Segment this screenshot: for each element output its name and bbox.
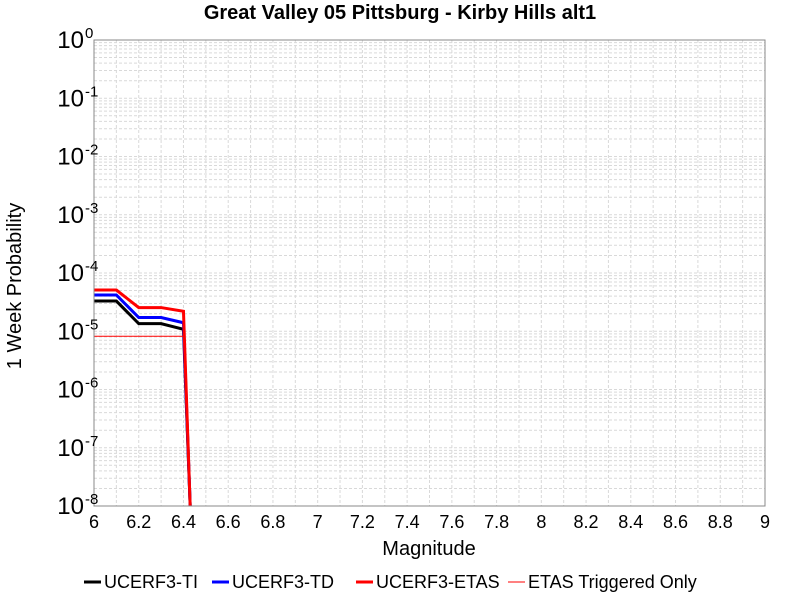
x-tick-label: 6.6: [216, 512, 241, 532]
y-tick-label: 10: [57, 85, 84, 112]
plot-area: [93, 39, 766, 507]
y-axis-label: 1 Week Probability: [4, 203, 26, 369]
series-line-3: [94, 288, 192, 506]
y-tick-label: 10: [57, 377, 84, 404]
y-tick-exponent: -3: [85, 200, 98, 217]
x-tick-label: 6.4: [171, 512, 196, 532]
y-tick-exponent: -2: [85, 142, 98, 159]
x-tick-label: 7.4: [395, 512, 420, 532]
y-tick-exponent: -1: [85, 83, 98, 100]
x-tick-label: 7.2: [350, 512, 375, 532]
legend-label-3: UCERF3-ETAS: [376, 572, 500, 592]
y-tick-exponent: -5: [85, 316, 98, 333]
x-tick-label: 8.2: [574, 512, 599, 532]
y-tick-exponent: -6: [85, 375, 98, 392]
legend-label-1: UCERF3-TI: [104, 572, 198, 592]
y-tick-exponent: -4: [85, 258, 98, 275]
grid-lines: [93, 40, 766, 507]
y-tick-label: 10: [57, 202, 84, 229]
legend-label-4: ETAS Triggered Only: [528, 572, 697, 592]
legend-label-2: UCERF3-TD: [232, 572, 334, 592]
x-tick-label: 8: [536, 512, 546, 532]
chart-title: Great Valley 05 Pittsburg - Kirby Hills …: [204, 2, 596, 24]
y-tick-exponent: 0: [85, 25, 93, 42]
x-tick-label: 6.8: [260, 512, 285, 532]
x-axis-ticks: 6 6.2 6.4 6.6 6.8 7 7.2 7.4 7.6 7.8 8 8.2 8.4 8.6 8.8 9: [89, 512, 770, 532]
series-layer: [94, 288, 192, 506]
x-tick-label: 9: [760, 512, 770, 532]
x-tick-label: 7: [313, 512, 323, 532]
y-tick-label: 10: [57, 435, 84, 462]
legend: UCERF3-TI UCERF3-TD UCERF3-ETAS ETAS Trigge…: [84, 572, 697, 592]
x-tick-label: 8.6: [663, 512, 688, 532]
plot-border: [93, 39, 766, 507]
x-tick-label: 7.8: [484, 512, 509, 532]
y-tick-label: 10: [57, 144, 84, 171]
y-tick-exponent: -7: [85, 433, 98, 450]
y-tick-label: 10: [57, 260, 84, 287]
x-tick-label: 6.2: [126, 512, 151, 532]
x-tick-label: 8.4: [618, 512, 643, 532]
y-tick-label: 10: [57, 318, 84, 345]
y-tick-label: 10: [57, 493, 84, 520]
x-tick-label: 7.6: [439, 512, 464, 532]
x-tick-label: 8.8: [708, 512, 733, 532]
x-axis-label: Magnitude: [382, 538, 475, 560]
y-tick-exponent: -8: [85, 491, 98, 508]
x-tick-label: 6: [89, 512, 99, 532]
y-tick-label: 10: [57, 27, 84, 54]
